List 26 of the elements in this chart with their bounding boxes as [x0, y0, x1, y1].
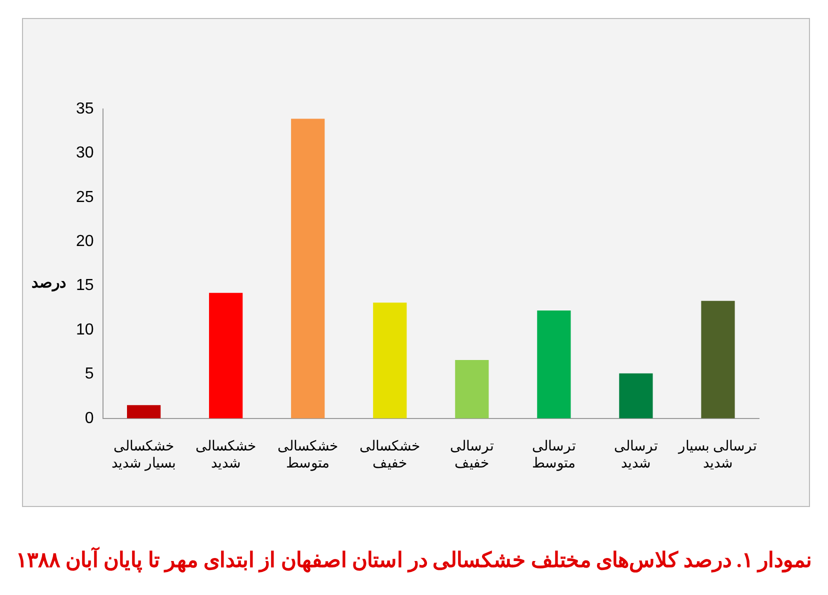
y-tick-label: 0: [84, 410, 94, 427]
y-axis-title: درصد: [32, 276, 66, 292]
bar: [619, 373, 653, 418]
y-tick-label: 10: [76, 321, 94, 338]
x-tick-label: ترسالی خفیف: [450, 439, 494, 472]
bar: [537, 310, 571, 418]
bar: [291, 118, 325, 418]
bar: [373, 302, 407, 418]
x-tick-label: خشکسالی بسیار شدید: [112, 439, 176, 472]
x-tick-label: خشکسالی شدید: [195, 439, 256, 472]
bar: [701, 300, 735, 418]
y-tick-label: 25: [76, 188, 94, 206]
x-tick-label: ترسالی بسیار شدید: [678, 439, 758, 472]
bar: [455, 360, 489, 418]
y-tick-label: 15: [76, 277, 94, 294]
y-tick-label: 35: [76, 100, 94, 118]
text: نمودار ۱. درصد کلاس‌های مختلف خشکسالی در استان اصفهان از ابتدای مهر تا پایان آبان ۱۳۸۸: [15, 548, 813, 573]
x-tick-label: خشکسالی متوسط: [277, 439, 338, 472]
bar: [126, 405, 161, 418]
x-tick-label: خشکسالی خفیف: [359, 439, 420, 472]
y-tick-label: 5: [84, 366, 94, 383]
bar: [209, 292, 243, 418]
x-tick-label: ترسالی متوسط: [532, 439, 576, 472]
y-tick-label: 30: [76, 144, 94, 162]
y-tick-label: 20: [76, 233, 94, 250]
x-tick-label: ترسالی شدید: [614, 439, 658, 472]
